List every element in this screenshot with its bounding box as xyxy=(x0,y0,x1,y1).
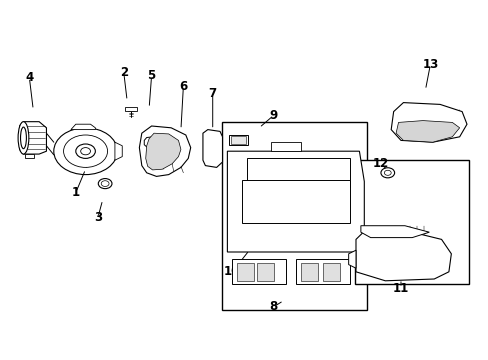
Text: 7: 7 xyxy=(208,87,216,100)
Bar xyxy=(222,122,366,310)
Polygon shape xyxy=(203,130,222,167)
Polygon shape xyxy=(232,259,285,284)
Polygon shape xyxy=(295,259,349,284)
Polygon shape xyxy=(390,103,466,142)
Text: 3: 3 xyxy=(94,211,102,224)
Polygon shape xyxy=(355,232,450,281)
Circle shape xyxy=(76,144,95,158)
Text: 4: 4 xyxy=(25,71,33,84)
Polygon shape xyxy=(360,226,428,238)
Polygon shape xyxy=(144,137,158,148)
Polygon shape xyxy=(139,126,190,176)
Text: 8: 8 xyxy=(269,300,277,313)
Polygon shape xyxy=(145,133,181,170)
Bar xyxy=(354,160,468,284)
Polygon shape xyxy=(227,151,364,252)
Text: 1: 1 xyxy=(72,186,80,199)
Circle shape xyxy=(380,168,394,178)
Text: 10: 10 xyxy=(224,265,240,278)
Bar xyxy=(271,142,300,151)
Text: 6: 6 xyxy=(179,80,187,93)
Circle shape xyxy=(54,128,117,175)
Text: 5: 5 xyxy=(147,69,155,82)
Polygon shape xyxy=(348,250,355,268)
Bar xyxy=(246,158,349,187)
Circle shape xyxy=(81,148,90,155)
Ellipse shape xyxy=(20,127,26,149)
Text: 2: 2 xyxy=(120,66,127,78)
Text: 11: 11 xyxy=(392,282,408,294)
Polygon shape xyxy=(231,136,245,144)
Bar xyxy=(322,263,339,281)
Text: 12: 12 xyxy=(371,157,388,170)
Circle shape xyxy=(101,181,109,186)
Bar xyxy=(237,263,254,281)
Polygon shape xyxy=(228,135,248,145)
Bar xyxy=(300,263,317,281)
Polygon shape xyxy=(115,142,122,160)
Ellipse shape xyxy=(18,122,29,154)
Text: 13: 13 xyxy=(421,58,438,71)
Polygon shape xyxy=(25,154,34,158)
Circle shape xyxy=(98,179,112,189)
Polygon shape xyxy=(125,107,137,111)
Polygon shape xyxy=(71,124,95,130)
Polygon shape xyxy=(20,122,46,154)
Circle shape xyxy=(63,135,107,167)
Text: 9: 9 xyxy=(269,109,277,122)
Polygon shape xyxy=(395,121,459,142)
Bar xyxy=(256,263,273,281)
Circle shape xyxy=(384,170,390,175)
Bar xyxy=(242,180,349,223)
